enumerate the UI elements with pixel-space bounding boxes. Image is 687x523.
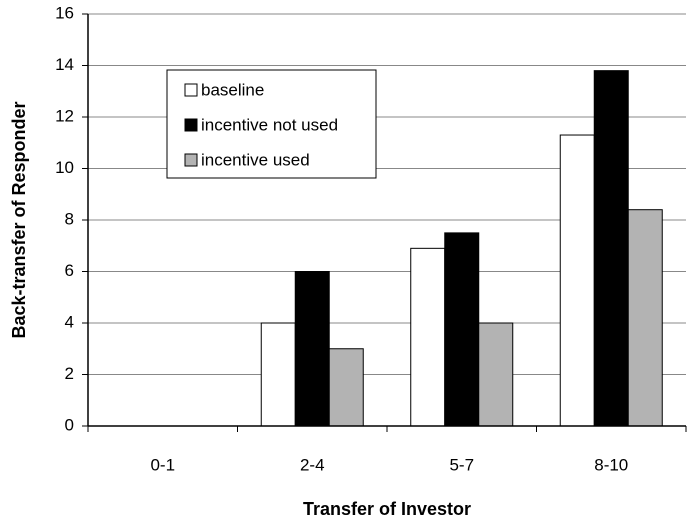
bar	[410, 247, 446, 427]
legend-swatch	[184, 153, 198, 167]
x-tick-label: 5-7	[449, 455, 474, 474]
legend-swatch	[184, 83, 198, 97]
bar	[627, 209, 663, 427]
y-tick-label: 16	[55, 3, 74, 22]
y-tick-label: 0	[65, 415, 74, 434]
x-axis-label: Transfer of Investor	[303, 499, 471, 519]
bar	[444, 232, 480, 427]
legend-label: baseline	[201, 80, 264, 99]
y-tick-label: 14	[55, 55, 74, 74]
legend-box	[166, 69, 377, 179]
legend-label: incentive not used	[201, 115, 338, 134]
legend-swatch	[184, 118, 198, 132]
y-tick-label: 10	[55, 158, 74, 177]
bar	[260, 322, 296, 427]
bar	[328, 348, 364, 427]
y-tick-label: 12	[55, 106, 74, 125]
x-tick-label: 2-4	[300, 455, 325, 474]
x-tick-label: 8-10	[594, 455, 628, 474]
y-tick-label: 6	[65, 261, 74, 280]
y-tick-label: 8	[65, 209, 74, 228]
bar	[294, 271, 330, 427]
bar	[559, 134, 595, 427]
x-tick-label: 0-1	[150, 455, 175, 474]
bar	[478, 322, 514, 427]
y-tick-label: 4	[65, 312, 74, 331]
legend-label: incentive used	[201, 150, 310, 169]
y-tick-label: 2	[65, 364, 74, 383]
y-axis-label: Back-transfer of Responder	[9, 101, 29, 338]
bar	[593, 70, 629, 427]
